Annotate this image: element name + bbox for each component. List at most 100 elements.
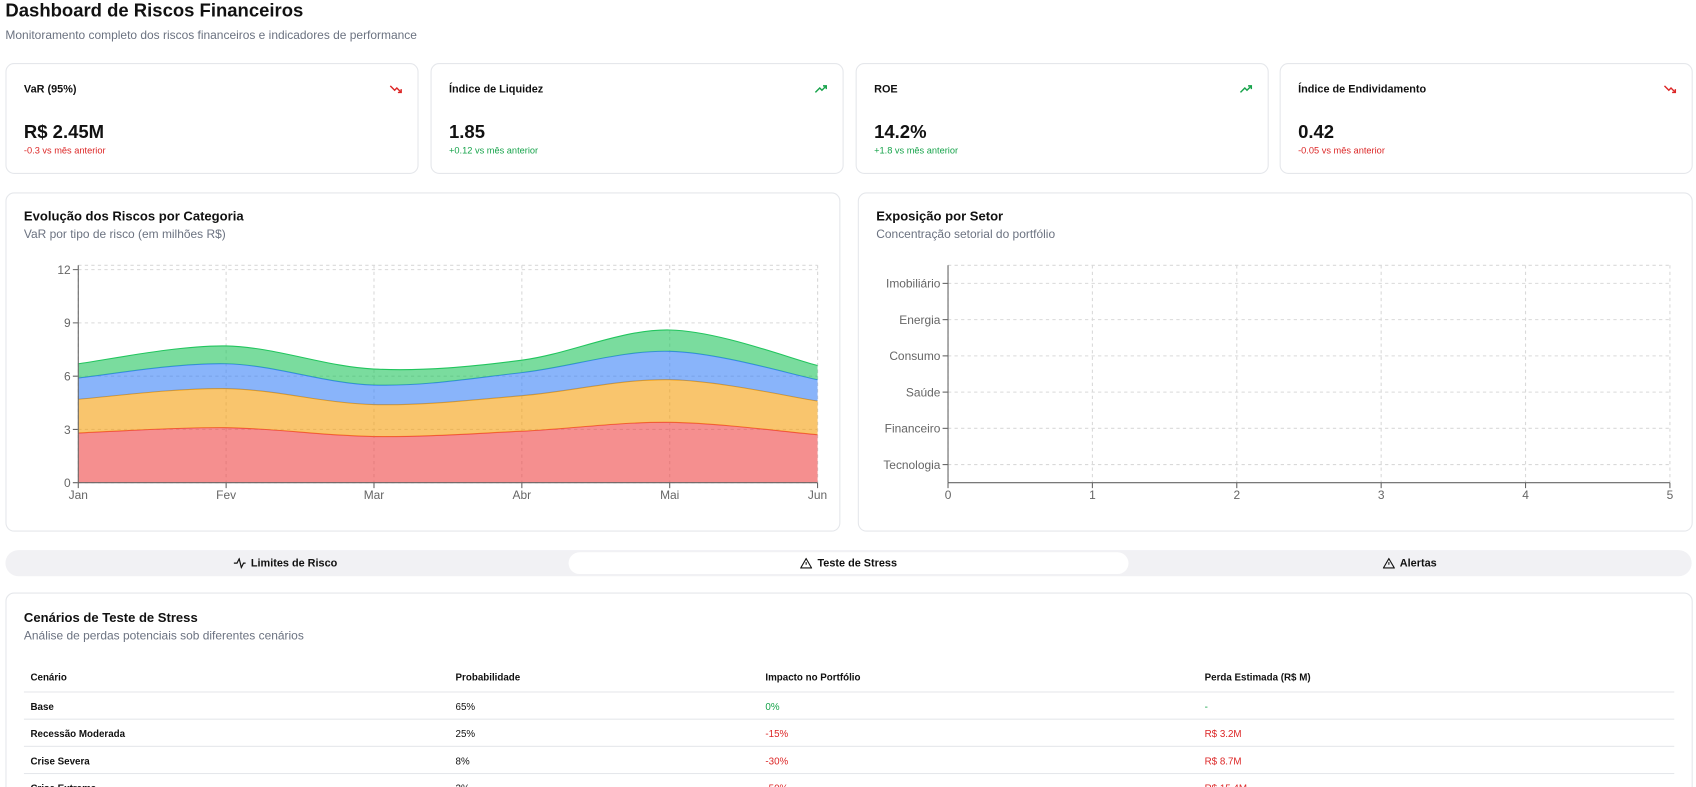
table-cell: Crise Severa [30, 755, 90, 767]
tab-label: Teste de Stress [817, 557, 898, 570]
kpi-change: +1.8 vs mês anterior [874, 144, 959, 156]
page-subtitle: Monitoramento completo dos riscos financ… [5, 29, 417, 43]
row-divider [23, 745, 1675, 747]
table-cell: -15% [765, 728, 789, 740]
table-cell: 65% [455, 701, 476, 713]
page-title: Dashboard de Riscos Financeiros [5, 0, 304, 21]
chart-card: Evolução dos Riscos por Categoria VaR por… [5, 192, 841, 532]
tab-icon [1382, 557, 1395, 569]
area [78, 422, 818, 483]
table-cell: 25% [455, 728, 476, 740]
chart-title: Exposição por Setor [876, 208, 1004, 224]
row-divider [23, 772, 1675, 775]
kpi-value: 14.2% [874, 121, 927, 143]
y-tick-label: 0 [64, 476, 71, 490]
area-line [78, 329, 818, 371]
table-cell: -50% [765, 783, 788, 787]
kpi-label: VaR (95%) [23, 83, 77, 96]
kpi-card: ROE 14.2% +1.8 vs mês anterior [855, 63, 1269, 174]
area [78, 379, 818, 437]
table-card: Cenários de Teste de Stress Análise de pe… [5, 592, 1693, 787]
trend-icon [389, 85, 402, 94]
tab[interactable]: Limites de Risco [5, 552, 565, 574]
x-tick-label: 0 [945, 488, 952, 502]
table-cell: - [1204, 701, 1208, 713]
tab-label: Alertas [1399, 557, 1437, 570]
row-divider [23, 691, 1675, 693]
table-cell: Crise Extrema [30, 783, 96, 787]
icon-line [800, 557, 813, 569]
y-tick-label: Imobiliário [886, 277, 941, 291]
column-header: Cenário [30, 671, 67, 683]
y-tick-label: Tecnologia [883, 458, 940, 472]
column-header: Probabilidade [455, 671, 521, 683]
trend-line [1239, 85, 1252, 93]
trend-head [1672, 89, 1677, 94]
chart-title: Evolução dos Riscos por Categoria [23, 208, 244, 224]
x-tick-label: 3 [1378, 488, 1385, 502]
table-title: Cenários de Teste de Stress [23, 609, 198, 626]
x-tick-label: 5 [1667, 488, 1674, 502]
tab-bar: Limites de Risco Teste de Stress Alertas [5, 550, 1692, 577]
table-cell: Recessão Moderada [30, 728, 126, 740]
kpi-value: 0.42 [1298, 121, 1335, 143]
x-tick-label: Jun [808, 488, 827, 502]
x-tick-label: 1 [1089, 488, 1096, 502]
chart: 0 3 6 9 12 Jan Fev Mar Abr Mai Jun [57, 263, 827, 502]
row-divider [23, 718, 1675, 720]
trend-line [1663, 85, 1676, 93]
y-tick-label: 6 [64, 370, 71, 384]
chart-subtitle: Concentração setorial do portfólio [876, 228, 1056, 242]
y-tick-label: Saúde [906, 385, 941, 399]
trend-icon [814, 85, 827, 93]
tab[interactable]: Teste de Stress [568, 552, 1129, 575]
trend-head [822, 85, 827, 90]
table-cell: R$ 3.2M [1204, 728, 1242, 740]
y-tick-label: 3 [64, 423, 71, 437]
table-cell: 8% [455, 755, 470, 767]
kpi-change: +0.12 vs mês anterior [449, 144, 539, 156]
kpi-card: VaR (95%) R$ 2.45M -0.3 vs mês anterior [5, 63, 419, 174]
kpi-value: 1.85 [449, 121, 485, 143]
x-tick-label: Abr [513, 488, 532, 502]
area [78, 351, 818, 405]
table-cell: R$ 8.7M [1204, 755, 1242, 767]
kpi-change: -0.05 vs mês anterior [1298, 144, 1385, 156]
y-tick-label: Energia [899, 313, 941, 327]
kpi-change: -0.3 vs mês anterior [23, 144, 106, 156]
kpi-value: R$ 2.45M [23, 121, 105, 143]
y-tick-label: Consumo [889, 349, 940, 363]
kpi-label: Índice de Endividamento [1298, 83, 1427, 96]
table-cell: Base [30, 701, 54, 713]
trend-icon [1663, 85, 1677, 94]
x-tick-label: 2 [1233, 488, 1240, 502]
y-tick-label: Financeiro [885, 422, 941, 436]
chart-subtitle: VaR por tipo de risco (em milhões R$) [23, 228, 226, 242]
trend-icon [1239, 85, 1253, 93]
icon-line [1382, 557, 1395, 569]
tab-label: Limites de Risco [250, 557, 338, 570]
table-cell: 0% [765, 701, 780, 713]
table-cell: 2% [456, 783, 470, 787]
x-tick-label: Jan [69, 488, 88, 502]
kpi-label: Índice de Liquidez [449, 83, 544, 96]
tab-icon [800, 557, 813, 569]
x-tick-label: 4 [1522, 488, 1529, 502]
column-header: Impacto no Portfólio [765, 671, 861, 683]
x-tick-label: Mai [660, 488, 679, 502]
tab-icon [233, 557, 246, 569]
trend-line [389, 85, 402, 93]
table-cell: R$ 15.4M [1205, 783, 1247, 787]
y-tick-label: 12 [57, 263, 71, 277]
x-tick-label: Fev [216, 488, 236, 502]
trend-head [1248, 85, 1253, 90]
column-header: Perda Estimada (R$ M) [1204, 671, 1311, 683]
x-tick-label: Mar [364, 488, 385, 502]
trend-head [397, 89, 402, 94]
icon-line [233, 557, 246, 569]
area [78, 329, 818, 386]
tab[interactable]: Alertas [1130, 552, 1690, 574]
trend-line [814, 85, 827, 93]
